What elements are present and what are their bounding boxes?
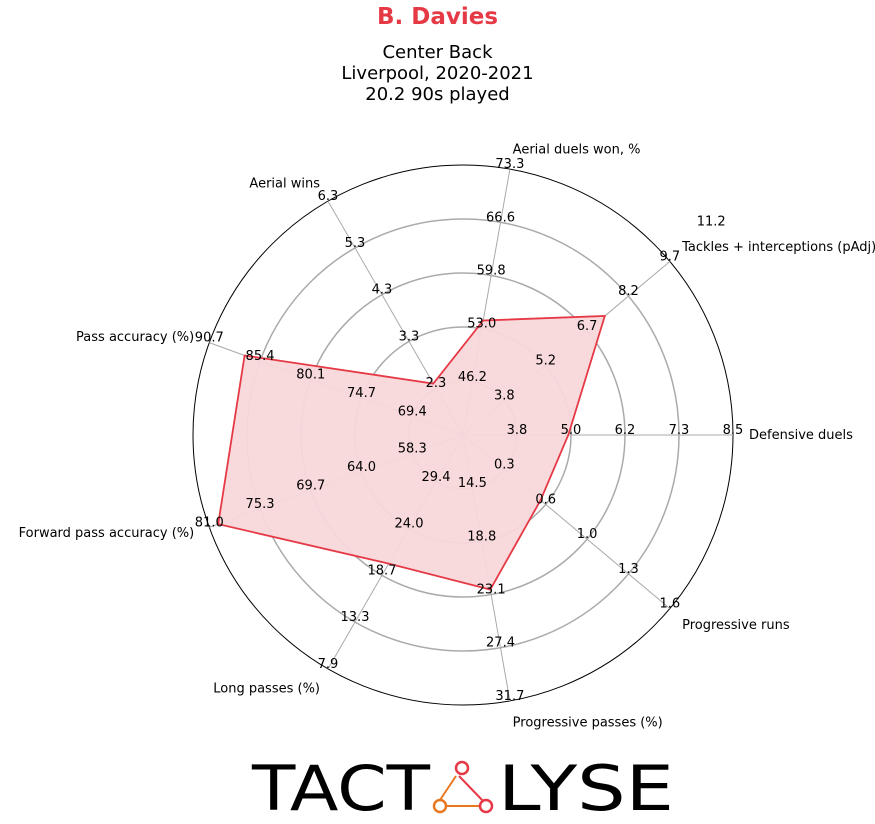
logo-triangle-icon [432,760,494,814]
radar-tick-label: 29.4 [422,470,451,485]
radar-tick-label: 69.7 [296,478,325,493]
radar-tick-label: 74.7 [347,386,376,401]
radar-axis-labels: Defensive duels Tackles + interceptions (… [19,142,875,730]
radar-axis-label: Aerial wins [249,176,320,191]
radar-tick-label: 6.7 [577,319,598,334]
radar-axis-label: Aerial duels won, % [513,142,641,157]
radar-tick-label: 24.0 [395,517,424,532]
radar-tick-label: 23.1 [477,583,506,598]
player-value-polygon [217,315,607,591]
radar-tick-label: 58.3 [398,441,427,456]
radar-tick-label: 69.4 [398,405,427,420]
radar-tick-label: 5.0 [561,423,582,438]
radar-axis-label: Progressive passes (%) [513,716,663,731]
radar-axis-label: Forward pass accuracy (%) [19,526,195,541]
radar-tick-label: 9.7 [659,249,680,264]
radar-tick-label: 53.0 [467,317,496,332]
radar-tick-label: 3.3 [399,329,420,344]
radar-tick-label: 7.3 [669,423,690,438]
radar-tick-label: 64.0 [347,460,376,475]
radar-tick-label: 27.4 [486,636,515,651]
team-season: Liverpool, 2020-2021 [341,63,534,84]
radar-tick-label: 7.9 [318,657,339,672]
radar-tick-label: 81.0 [195,515,224,530]
radar-tick-label: 13.3 [341,610,370,625]
radar-tick-label: 18.7 [368,563,397,578]
logo-text-right: LYSE [498,752,674,824]
radar-tick-label: 5.2 [535,354,556,369]
radar-tick-label: 14.5 [458,476,487,491]
radar-tick-label: 75.3 [246,497,275,512]
radar-tick-label: 0.6 [535,492,556,507]
radar-axis-label: Progressive runs [682,618,790,633]
radar-tick-label: 66.6 [486,210,515,225]
radar-tick-label: 85.4 [246,349,275,364]
radar-tick-label: 5.3 [345,236,366,251]
radar-tick-label: 2.3 [426,376,447,391]
player-name: B. Davies [376,4,499,30]
radar-tick-label: 1.6 [659,597,680,612]
radar-tick-label: 6.3 [318,189,339,204]
radar-tick-label: 4.3 [372,283,393,298]
radar-tick-label: 3.8 [494,388,515,403]
radar-tick-label: 11.2 [697,215,726,230]
radar-tick-label: 1.3 [618,562,639,577]
radar-tick-label: 31.7 [495,689,524,704]
radar-tick-label: 3.8 [507,423,528,438]
radar-axis-label: Long passes (%) [213,682,320,697]
minutes-played: 20.2 90s played [365,84,510,105]
radar-tick-label: 0.3 [494,458,515,473]
radar-tick-labels: 3.8 5.0 6.2 7.3 8.5 3.8 5.2 6.7 8.2 9.7 11.2 46.2 53… [195,157,744,704]
radar-tick-label: 8.2 [618,284,639,299]
radar-tick-label: 59.8 [477,263,506,278]
chart-subtitle: Center Back Liverpool, 2020-2021 20.2 90… [0,42,875,105]
radar-tick-label: 8.5 [723,423,744,438]
radar-axis-label: Defensive duels [749,428,853,443]
radar-tick-label: 90.7 [195,331,224,346]
player-position: Center Back [382,42,493,63]
radar-tick-label: 6.2 [615,423,636,438]
logo-text-left: TACT [251,752,431,824]
radar-tick-label: 80.1 [296,368,325,383]
radar-tick-label: 73.3 [495,157,524,172]
radar-tick-label: 18.8 [467,529,496,544]
radar-tick-label: 1.0 [577,527,598,542]
radar-tick-label: 46.2 [458,370,487,385]
radar-axis-label: Pass accuracy (%) [76,330,194,345]
radar-axis-label: Tackles + interceptions (pAdj) [681,240,875,255]
